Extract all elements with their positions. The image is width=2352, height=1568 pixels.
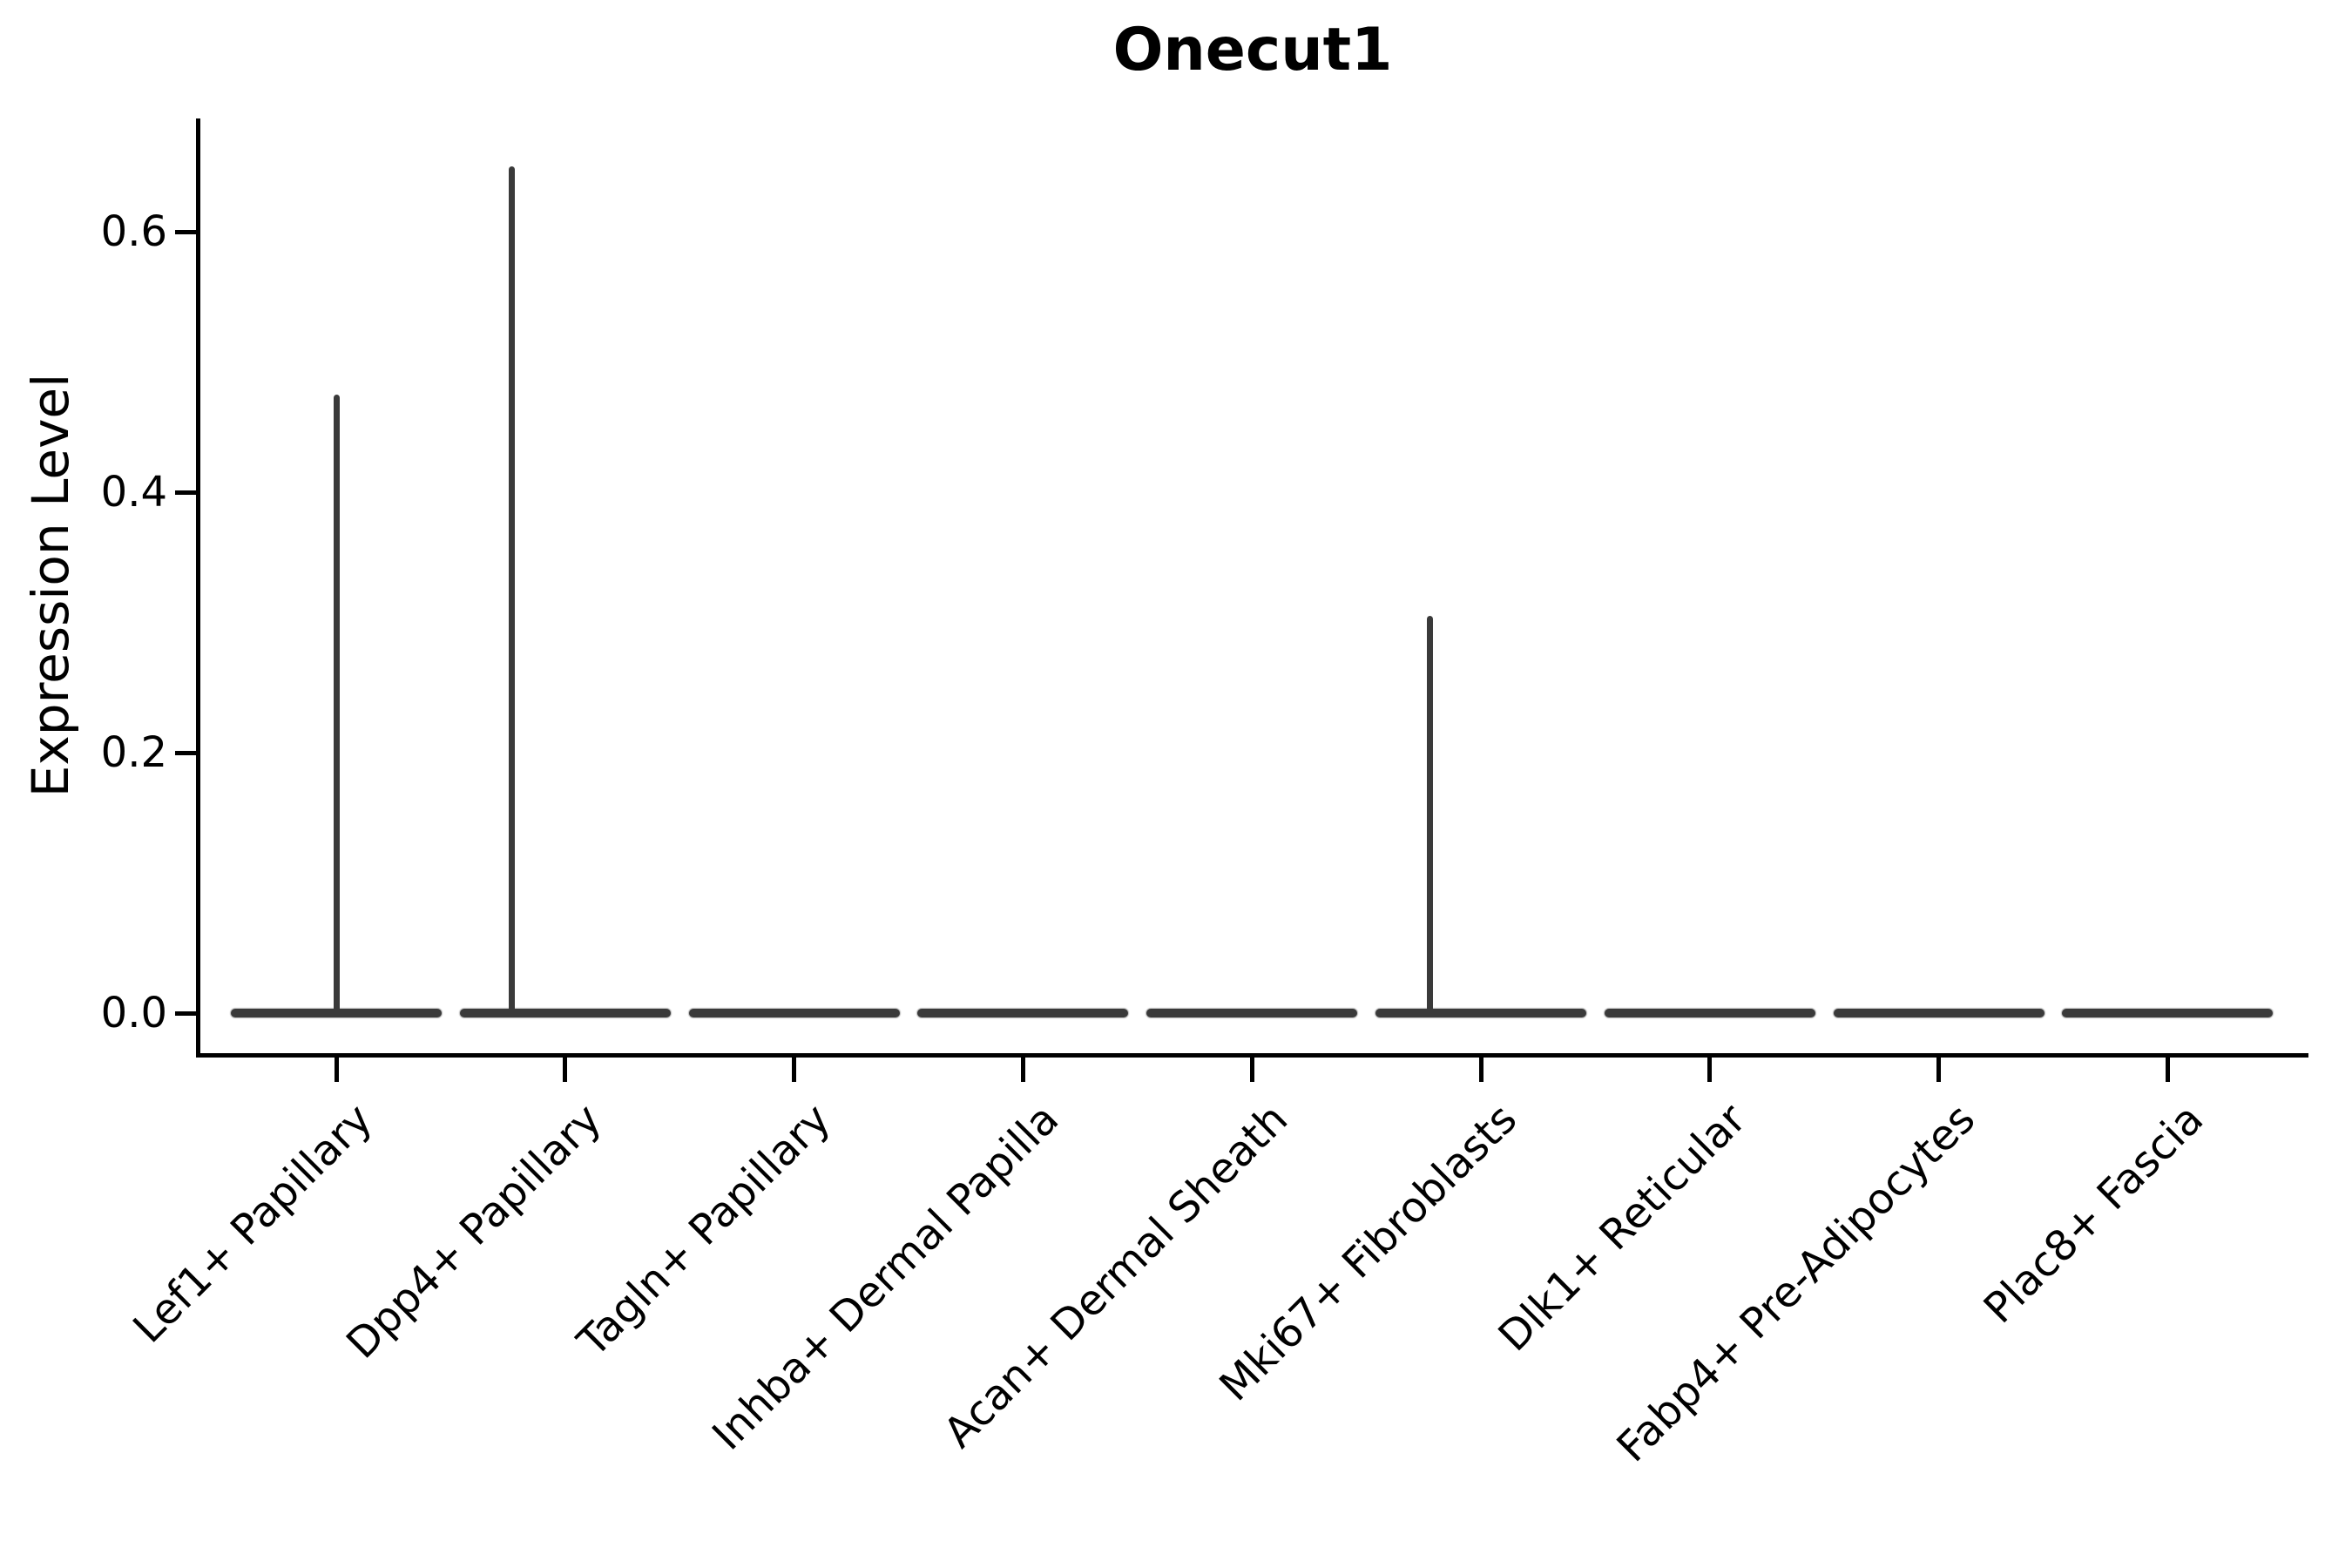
y-tick-label: 0.2: [100, 728, 167, 777]
violin-body: [231, 1009, 442, 1017]
violin-spike: [509, 166, 516, 1013]
violin-body: [459, 1009, 671, 1017]
violin-body: [1375, 1009, 1586, 1017]
y-tick: [175, 1010, 198, 1016]
violin-body: [2062, 1009, 2274, 1017]
y-tick-label: 0.0: [100, 989, 167, 1037]
x-tick: [1249, 1056, 1254, 1082]
x-tick: [1478, 1056, 1484, 1082]
x-tick: [2165, 1056, 2170, 1082]
x-tick: [334, 1056, 339, 1082]
violin-body: [1604, 1009, 1815, 1017]
x-tick: [563, 1056, 568, 1082]
x-tick: [792, 1056, 797, 1082]
y-axis-spine: [195, 118, 200, 1058]
x-tick: [1936, 1056, 1942, 1082]
chart-title: Onecut1: [1112, 16, 1393, 84]
violin-spike: [1426, 616, 1433, 1013]
violin-body: [1833, 1009, 2044, 1017]
violin-body: [688, 1009, 900, 1017]
x-axis-spine: [195, 1053, 2308, 1058]
violin-body: [1146, 1009, 1358, 1017]
x-tick: [1707, 1056, 1713, 1082]
x-tick: [1020, 1056, 1025, 1082]
y-tick-label: 0.4: [100, 468, 167, 517]
y-tick-label: 0.6: [100, 207, 167, 256]
violin-body: [917, 1009, 1129, 1017]
y-tick: [175, 750, 198, 755]
violin-spike: [333, 394, 340, 1013]
y-tick: [175, 490, 198, 495]
y-tick: [175, 229, 198, 234]
